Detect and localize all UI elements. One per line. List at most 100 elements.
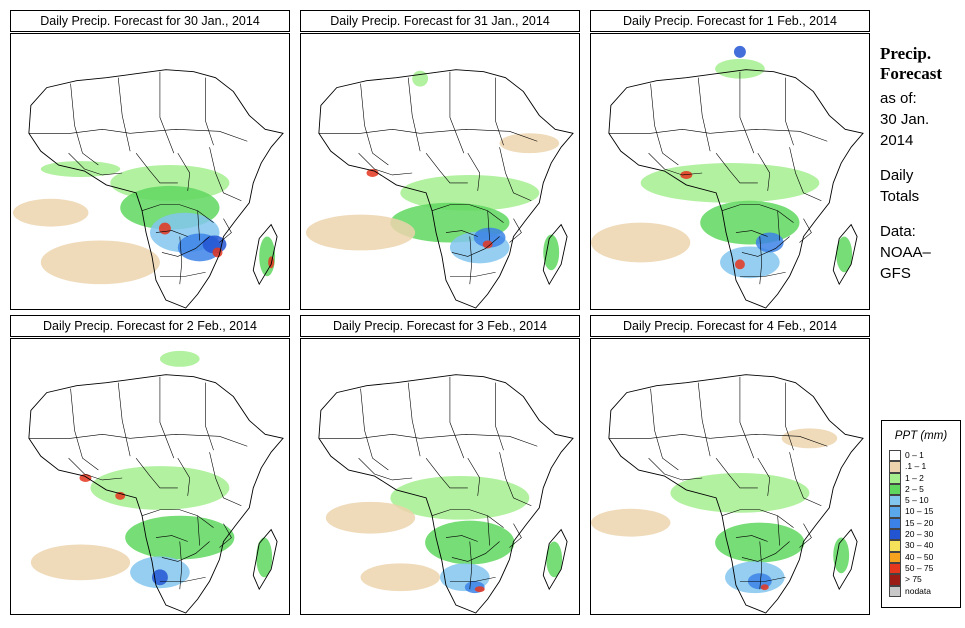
legend-label: 1 – 2 xyxy=(905,472,924,483)
precip-area xyxy=(159,350,200,367)
country-border xyxy=(739,576,786,582)
asof-line-1: as of: xyxy=(880,90,917,107)
legend-entry: 5 – 10 xyxy=(889,495,933,507)
legend-entry: > 75 xyxy=(889,574,933,586)
country-border xyxy=(407,77,421,152)
precip-area xyxy=(474,586,485,593)
country-border xyxy=(449,576,496,582)
country-border xyxy=(117,382,131,457)
precip-map-5 xyxy=(300,338,580,615)
totals-line-2: Totals xyxy=(880,188,920,205)
precip-map-6 xyxy=(590,338,870,615)
country-border xyxy=(425,152,468,184)
country-border xyxy=(759,541,763,590)
precip-area xyxy=(715,58,765,79)
country-border xyxy=(431,204,504,223)
precip-area xyxy=(781,428,838,449)
country-border xyxy=(130,434,248,447)
country-border xyxy=(70,83,99,166)
country-border xyxy=(650,388,679,471)
legend-entry: 1 – 2 xyxy=(889,472,933,484)
data-line-1: Data: xyxy=(880,223,916,240)
country-border xyxy=(509,523,522,548)
madagascar-outline xyxy=(542,223,568,286)
legend-label: 50 – 75 xyxy=(905,562,934,573)
country-border xyxy=(177,457,191,496)
madagascar-outline xyxy=(832,223,858,286)
legend-label: 2 – 5 xyxy=(905,483,924,494)
legend-swatch xyxy=(889,461,901,473)
country-border xyxy=(777,210,780,241)
country-border xyxy=(449,71,465,154)
country-border xyxy=(219,523,232,548)
country-border xyxy=(757,457,771,496)
precip-area xyxy=(640,163,820,203)
precip-area xyxy=(546,541,563,578)
legend-entry: 10 – 15 xyxy=(889,506,933,518)
country-border xyxy=(759,236,763,285)
legend-entry: 40 – 50 xyxy=(889,551,933,563)
precip-area xyxy=(400,174,540,211)
panel-title-3: Daily Precip. Forecast for 1 Feb., 2014 xyxy=(590,10,870,32)
madagascar-outline xyxy=(252,528,278,591)
country-border xyxy=(499,452,532,507)
precip-area xyxy=(366,169,379,177)
heading-line-1: Precip. xyxy=(880,44,932,63)
country-border xyxy=(467,152,481,191)
country-border xyxy=(205,382,214,451)
country-border xyxy=(407,382,421,457)
country-border xyxy=(789,147,822,202)
country-border xyxy=(469,236,473,285)
precip-area xyxy=(499,133,560,154)
legend-label: nodata xyxy=(905,585,931,596)
country-border xyxy=(205,77,214,146)
precip-area xyxy=(591,508,671,537)
country-border xyxy=(499,147,532,202)
country-border xyxy=(777,515,780,546)
country-border xyxy=(449,376,465,459)
country-border xyxy=(420,129,538,142)
legend-swatch xyxy=(889,551,901,563)
asof-line-3: 2014 xyxy=(880,132,914,149)
precip-area xyxy=(30,544,131,581)
precip-area xyxy=(12,198,89,227)
country-border xyxy=(68,457,123,481)
totals-line-1: Daily xyxy=(880,167,914,184)
legend-swatch xyxy=(889,562,901,575)
data-line-3: GFS xyxy=(880,265,911,282)
madagascar-outline xyxy=(832,528,858,591)
legend-label: > 75 xyxy=(905,574,922,585)
country-border xyxy=(117,77,131,152)
country-border xyxy=(445,535,478,542)
legend-entry: 30 – 40 xyxy=(889,540,933,552)
side-info: Precip. Forecast as of: 30 Jan. 2014 Dai… xyxy=(880,44,964,284)
precip-map-2 xyxy=(300,33,580,310)
precip-map-svg-2 xyxy=(305,69,574,309)
legend-swatch xyxy=(889,472,901,484)
country-border xyxy=(735,535,768,542)
country-border xyxy=(141,204,214,223)
precip-area xyxy=(305,214,416,251)
precip-area xyxy=(733,45,746,58)
precip-map-1 xyxy=(10,33,290,310)
legend-entry: 15 – 20 xyxy=(889,517,933,530)
legend-swatch xyxy=(889,540,901,552)
heading-line-2: Forecast xyxy=(880,64,942,83)
precip-area xyxy=(670,473,810,513)
legend-entry: 0 – 1 xyxy=(889,450,933,462)
legend-label: 20 – 30 xyxy=(905,529,934,540)
country-border xyxy=(161,541,210,562)
precip-area xyxy=(390,476,530,520)
country-border xyxy=(159,71,175,154)
country-border xyxy=(130,129,248,142)
country-border xyxy=(608,434,711,439)
country-border xyxy=(28,129,131,134)
country-border xyxy=(159,271,206,277)
precip-area xyxy=(543,234,560,271)
country-border xyxy=(159,376,175,459)
country-border xyxy=(697,382,711,457)
country-border xyxy=(495,382,504,451)
country-border xyxy=(721,204,794,223)
